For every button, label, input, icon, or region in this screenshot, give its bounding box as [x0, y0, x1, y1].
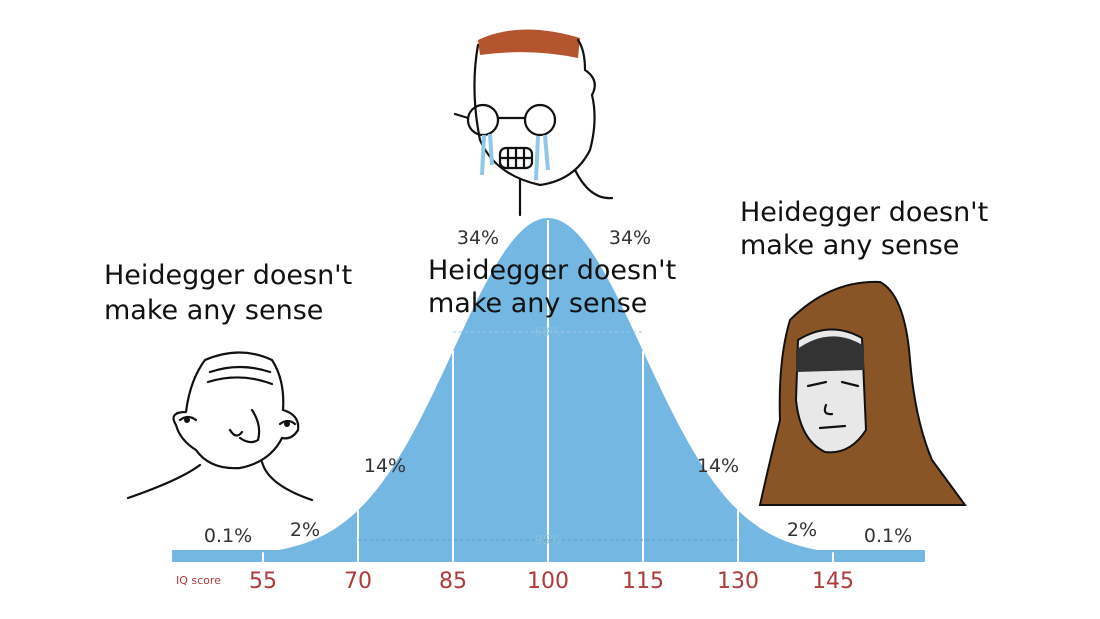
iq-tick-label: 55 [249, 569, 277, 594]
iq-tick-label: 100 [527, 569, 569, 594]
caption: Heidegger doesn't [428, 255, 676, 286]
sigma-lines [262, 220, 834, 562]
percent-label: 2% [290, 519, 320, 541]
percent-label: 0.1% [864, 525, 912, 547]
axis-label: IQ score [176, 574, 221, 587]
iq-tick-label: 70 [344, 569, 372, 594]
nerd-wojak [453, 29, 614, 217]
percent-label: 14% [697, 455, 739, 477]
iq-tick-label: 130 [717, 569, 759, 594]
caption: Heidegger doesn't [104, 260, 352, 291]
caption: make any sense [428, 288, 647, 319]
simple-wojak [126, 351, 314, 502]
inner-label: 95% [535, 533, 562, 547]
bell-curve: 68% 95% [172, 218, 925, 562]
iq-tick-label: 115 [622, 569, 664, 594]
percent-label: 14% [364, 455, 406, 477]
caption: make any sense [104, 295, 323, 326]
iq-tick-label: 85 [439, 569, 467, 594]
caption: make any sense [740, 230, 959, 261]
caption: Heidegger doesn't [740, 197, 988, 228]
percent-label: 2% [787, 519, 817, 541]
percent-label: 34% [457, 227, 499, 249]
inner-label: 68% [535, 325, 562, 339]
hooded-wojak [758, 280, 967, 506]
iq-tick-label: 145 [812, 569, 854, 594]
percent-label: 0.1% [204, 525, 252, 547]
percent-label: 34% [609, 227, 651, 249]
